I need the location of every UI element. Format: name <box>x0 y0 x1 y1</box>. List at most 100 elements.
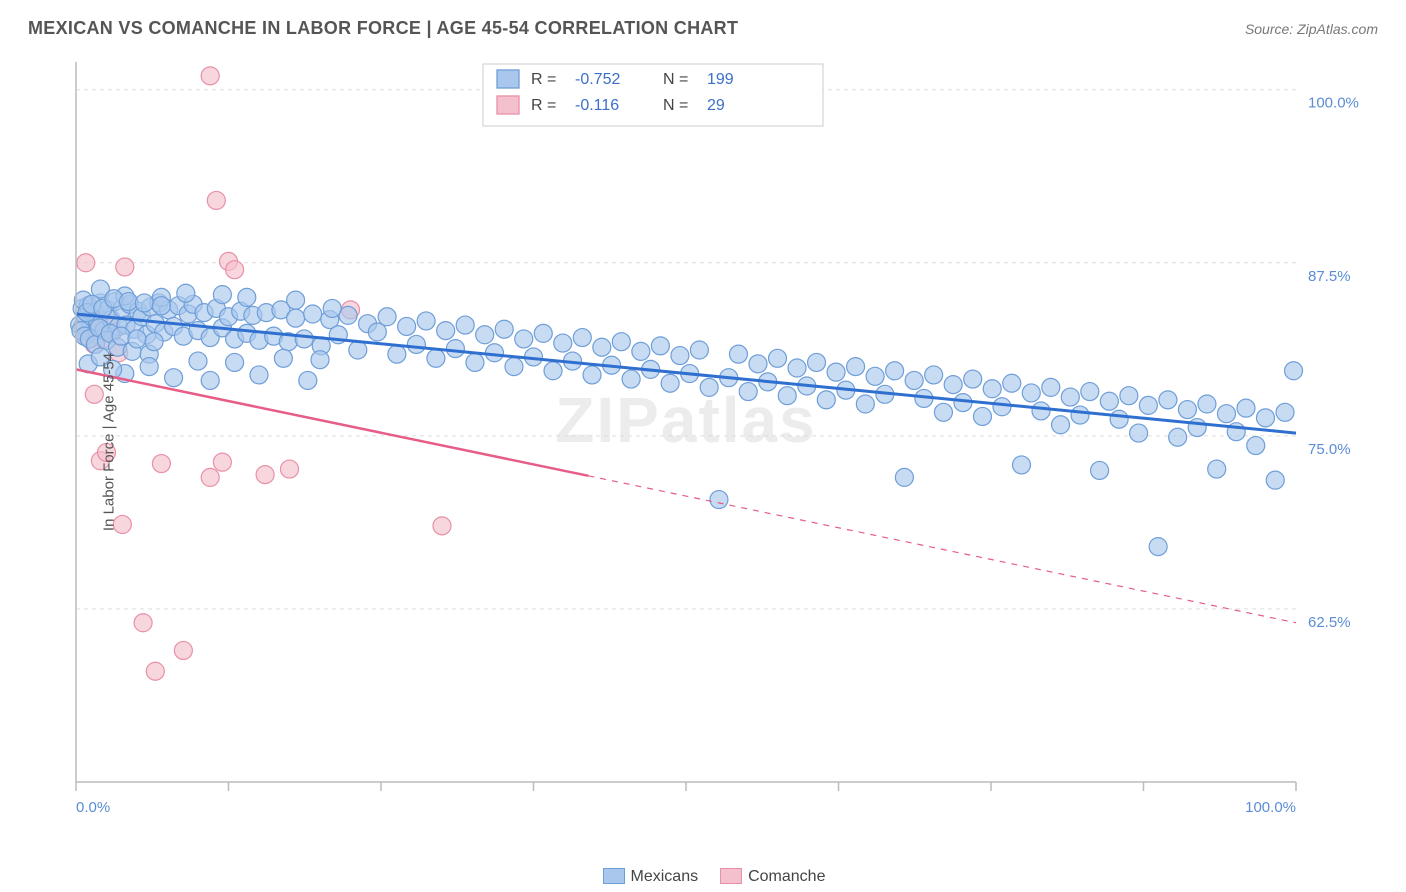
data-point <box>378 308 396 326</box>
data-point <box>973 407 991 425</box>
data-point <box>1139 396 1157 414</box>
data-point <box>295 330 313 348</box>
data-point <box>710 491 728 509</box>
data-point <box>207 191 225 209</box>
data-point <box>281 460 299 478</box>
legend-n-value: 29 <box>707 97 725 114</box>
data-point <box>1247 437 1265 455</box>
legend-label: Comanche <box>748 868 825 885</box>
data-point <box>847 358 865 376</box>
data-point <box>1208 460 1226 478</box>
data-point <box>856 395 874 413</box>
data-point <box>152 455 170 473</box>
data-point <box>632 342 650 360</box>
data-point <box>1266 471 1284 489</box>
data-point <box>1061 388 1079 406</box>
data-point <box>769 349 787 367</box>
legend-bottom: MexicansComanche <box>0 868 1406 886</box>
data-point <box>152 297 170 315</box>
data-point <box>505 358 523 376</box>
data-point <box>1022 384 1040 402</box>
data-point <box>934 403 952 421</box>
data-point <box>1149 538 1167 556</box>
data-point <box>583 366 601 384</box>
data-point <box>788 359 806 377</box>
data-point <box>1003 374 1021 392</box>
data-point <box>134 614 152 632</box>
data-point <box>534 324 552 342</box>
data-point <box>895 468 913 486</box>
data-point <box>1042 378 1060 396</box>
legend-swatch <box>497 70 519 88</box>
legend-r-value: -0.752 <box>575 71 620 88</box>
data-point <box>146 662 164 680</box>
data-point <box>238 288 256 306</box>
data-point <box>886 362 904 380</box>
data-point <box>189 352 207 370</box>
data-point <box>226 261 244 279</box>
data-point <box>1013 456 1031 474</box>
data-point <box>177 284 195 302</box>
data-point <box>349 341 367 359</box>
data-point <box>1237 399 1255 417</box>
data-point <box>433 517 451 535</box>
x-tick-label: 100.0% <box>1245 799 1296 816</box>
data-point <box>944 376 962 394</box>
data-point <box>671 347 689 365</box>
data-point <box>135 294 153 312</box>
data-point <box>905 371 923 389</box>
data-point <box>476 326 494 344</box>
data-point <box>417 312 435 330</box>
data-point <box>201 67 219 85</box>
legend-swatch <box>720 868 742 884</box>
data-point <box>311 351 329 369</box>
y-tick-label: 100.0% <box>1308 95 1359 112</box>
legend-n-value: 199 <box>707 71 734 88</box>
data-point <box>1100 392 1118 410</box>
data-point <box>388 345 406 363</box>
data-point <box>1052 416 1070 434</box>
data-point <box>116 258 134 276</box>
data-point <box>690 341 708 359</box>
data-point <box>700 378 718 396</box>
legend-r-label: R = <box>531 97 556 114</box>
data-point <box>739 383 757 401</box>
legend-r-label: R = <box>531 71 556 88</box>
data-point <box>964 370 982 388</box>
data-point <box>119 293 137 311</box>
y-tick-label: 62.5% <box>1308 614 1351 631</box>
legend-n-label: N = <box>663 97 688 114</box>
data-point <box>1188 419 1206 437</box>
data-point <box>437 322 455 340</box>
data-point <box>446 340 464 358</box>
y-axis-label: In Labor Force | Age 45-54 <box>101 353 118 531</box>
data-point <box>226 353 244 371</box>
data-point <box>466 353 484 371</box>
data-point <box>287 309 305 327</box>
y-tick-label: 87.5% <box>1308 268 1351 285</box>
data-point <box>1159 391 1177 409</box>
data-point <box>165 369 183 387</box>
legend-r-value: -0.116 <box>575 97 619 114</box>
data-point <box>128 330 146 348</box>
data-point <box>993 398 1011 416</box>
legend-swatch <box>497 96 519 114</box>
data-point <box>554 334 572 352</box>
data-point <box>808 353 826 371</box>
data-point <box>1178 401 1196 419</box>
scatter-chart: 62.5%75.0%87.5%100.0%ZIPatlas0.0%100.0%R… <box>28 52 1378 832</box>
x-tick-label: 0.0% <box>76 799 110 816</box>
data-point <box>1169 428 1187 446</box>
data-point <box>661 374 679 392</box>
data-point <box>287 291 305 309</box>
data-point <box>817 391 835 409</box>
data-point <box>651 337 669 355</box>
chart-source: Source: ZipAtlas.com <box>1245 21 1378 37</box>
data-point <box>427 349 445 367</box>
data-point <box>1110 410 1128 428</box>
chart-area: In Labor Force | Age 45-54 62.5%75.0%87.… <box>28 52 1378 832</box>
data-point <box>495 320 513 338</box>
data-point <box>1071 406 1089 424</box>
data-point <box>925 366 943 384</box>
data-point <box>145 333 163 351</box>
